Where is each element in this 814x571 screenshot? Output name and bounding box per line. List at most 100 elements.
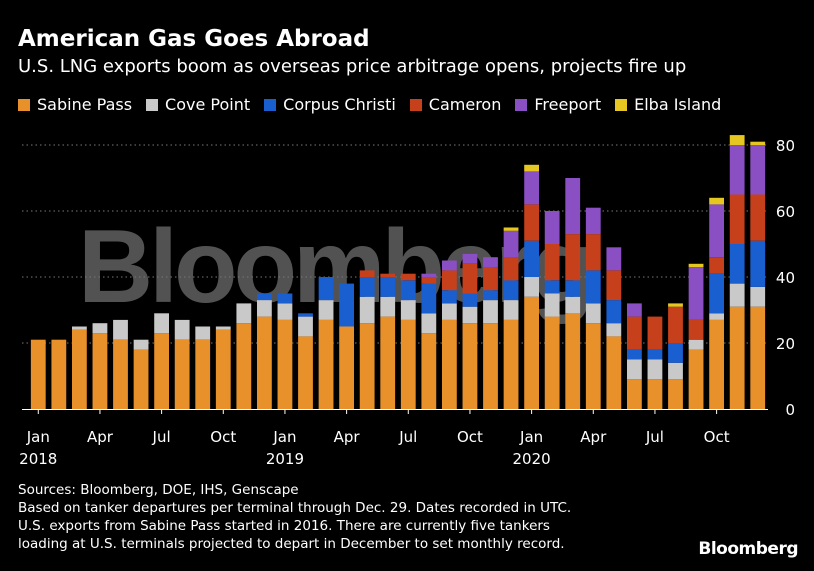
bar-segment-cameron xyxy=(750,194,766,241)
bar-segment-cove-point xyxy=(441,303,457,320)
bar-segment-cameron xyxy=(400,273,416,281)
bar-segment-corpus-christi xyxy=(400,280,416,301)
bar-segment-cameron xyxy=(729,194,745,244)
bar-segment-cove-point xyxy=(688,339,704,350)
bar-segment-cove-point xyxy=(256,300,272,317)
bar-segment-freeport xyxy=(503,230,519,258)
bar-segment-sabine-pass xyxy=(585,323,601,409)
bar-segment-corpus-christi xyxy=(441,290,457,304)
bar-segment-sabine-pass xyxy=(51,339,67,409)
bar-segment-corpus-christi xyxy=(359,277,375,297)
bar-segment-cameron xyxy=(709,257,725,274)
bar-segment-sabine-pass xyxy=(236,323,252,409)
bloomberg-logo: Bloomberg xyxy=(698,539,798,559)
y-tick-label: 40 xyxy=(776,269,795,287)
sources-note: Sources: Bloomberg, DOE, IHS, Genscape xyxy=(18,482,299,498)
legend-label: Cameron xyxy=(428,95,502,114)
legend-item-cameron: Cameron xyxy=(409,95,502,114)
history-note-line1: U.S. exports from Sabine Pass started in… xyxy=(18,518,550,534)
bar-segment-freeport xyxy=(544,211,560,244)
bar-segment-cove-point xyxy=(318,300,334,320)
x-year-label: 2019 xyxy=(266,450,304,468)
bar-segment-sabine-pass xyxy=(462,323,478,409)
bar-segment-corpus-christi xyxy=(565,280,581,297)
bar-segment-sabine-pass xyxy=(503,319,519,409)
bar-segment-corpus-christi xyxy=(380,277,396,297)
bar-segment-cameron xyxy=(544,244,560,281)
bar-segment-freeport xyxy=(462,253,478,264)
legend-label: Freeport xyxy=(534,95,602,114)
chart-subtitle: U.S. LNG exports boom as overseas price … xyxy=(18,56,687,77)
bar-segment-corpus-christi xyxy=(462,293,478,307)
legend-item-sabine-pass: Sabine Pass xyxy=(18,95,132,114)
bar-segment-cove-point xyxy=(750,286,766,307)
bar-segment-freeport xyxy=(688,267,704,320)
bar-segment-corpus-christi xyxy=(750,240,766,287)
x-tick-label: Jan xyxy=(26,428,50,446)
bar-segment-corpus-christi xyxy=(318,277,334,301)
x-tick-label: Oct xyxy=(457,428,483,446)
bar-segment-cove-point xyxy=(277,303,293,320)
bar-segment-sabine-pass xyxy=(339,326,355,409)
bar-segment-freeport xyxy=(606,247,622,271)
bar-segment-sabine-pass xyxy=(174,339,190,409)
chart-legend: Sabine Pass Cove Point Corpus Christi Camer… xyxy=(18,95,721,114)
y-tick-label: 80 xyxy=(776,137,795,155)
bar-segment-cameron xyxy=(585,234,601,271)
bar-segment-corpus-christi xyxy=(503,280,519,301)
bar-segment-corpus-christi xyxy=(339,283,355,327)
bar-segment-corpus-christi xyxy=(277,293,293,304)
bar-segment-sabine-pass xyxy=(359,323,375,409)
bar-segment-cove-point xyxy=(174,319,190,340)
bar-segment-sabine-pass xyxy=(421,333,437,409)
bar-segment-cove-point xyxy=(462,306,478,324)
bar-segment-cove-point xyxy=(154,313,170,334)
bar-segment-cove-point xyxy=(421,313,437,334)
bar-segment-sabine-pass xyxy=(318,319,334,409)
bar-segment-freeport xyxy=(441,260,457,271)
bar-segment-cove-point xyxy=(215,326,231,330)
bar-segment-cameron xyxy=(441,270,457,291)
bar-segment-cove-point xyxy=(626,359,642,380)
bar-segment-freeport xyxy=(483,257,498,268)
bar-segment-corpus-christi xyxy=(668,343,683,363)
legend-item-freeport: Freeport xyxy=(515,95,601,114)
bar-segment-cove-point xyxy=(544,293,560,317)
legend-swatch xyxy=(615,98,628,111)
bar-segment-cove-point xyxy=(524,277,540,297)
bar-segment-elba-island xyxy=(709,197,725,205)
bar-segment-sabine-pass xyxy=(647,379,663,409)
bar-segment-elba-island xyxy=(668,303,683,307)
bar-segment-freeport xyxy=(729,145,745,195)
bar-segment-cove-point xyxy=(113,319,128,340)
bar-segment-sabine-pass xyxy=(544,316,560,409)
x-tick-label: Apr xyxy=(334,428,361,446)
bar-segment-cove-point xyxy=(709,313,725,320)
bar-segment-sabine-pass xyxy=(256,316,272,409)
legend-swatch xyxy=(264,98,277,111)
legend-swatch xyxy=(146,98,159,111)
bar-segment-freeport xyxy=(421,273,437,277)
bar-segment-cove-point xyxy=(585,303,601,324)
bar-segment-elba-island xyxy=(729,135,745,145)
bar-segment-freeport xyxy=(709,204,725,258)
y-tick-label: 0 xyxy=(785,401,795,419)
bar-segment-sabine-pass xyxy=(565,313,581,409)
bar-segment-elba-island xyxy=(688,263,704,268)
bar-segment-corpus-christi xyxy=(647,349,663,360)
bar-segment-cameron xyxy=(565,234,581,281)
bar-segment-sabine-pass xyxy=(298,336,313,409)
bar-segment-cove-point xyxy=(195,326,211,340)
legend-item-cove-point: Cove Point xyxy=(146,95,250,114)
chart-title: American Gas Goes Abroad xyxy=(18,26,370,52)
bar-segment-sabine-pass xyxy=(277,319,293,409)
bar-segment-corpus-christi xyxy=(729,244,745,284)
x-tick-label: Jan xyxy=(272,428,296,446)
bar-segment-sabine-pass xyxy=(483,323,498,409)
bar-segment-sabine-pass xyxy=(668,379,683,409)
bar-segment-corpus-christi xyxy=(606,300,622,324)
bar-segment-sabine-pass xyxy=(524,296,540,409)
bar-segment-corpus-christi xyxy=(298,313,313,317)
bar-segment-elba-island xyxy=(503,227,519,231)
bar-segment-corpus-christi xyxy=(626,349,642,360)
